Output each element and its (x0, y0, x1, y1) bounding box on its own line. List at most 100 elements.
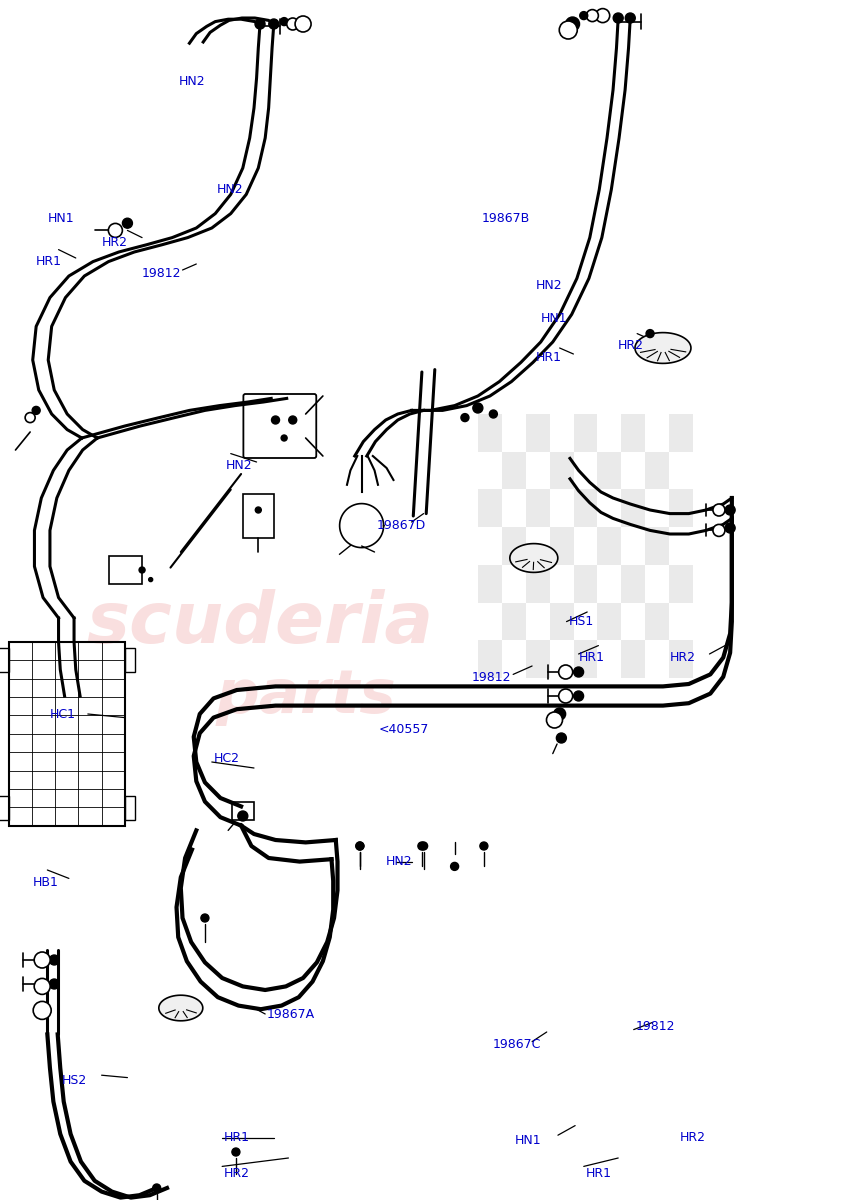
Circle shape (287, 18, 299, 30)
Bar (9, 642, 125, 826)
Circle shape (34, 978, 50, 995)
Circle shape (573, 667, 584, 677)
Circle shape (152, 1184, 161, 1192)
Text: HR2: HR2 (224, 1168, 250, 1180)
Text: 19867C: 19867C (492, 1038, 541, 1050)
Text: HR2: HR2 (618, 340, 644, 352)
Circle shape (201, 914, 209, 922)
Bar (669, 565, 693, 602)
Bar (125, 796, 135, 820)
Text: HR1: HR1 (224, 1132, 250, 1144)
Text: HS1: HS1 (568, 616, 593, 628)
Text: 19812: 19812 (142, 268, 182, 280)
Bar (526, 490, 549, 527)
Circle shape (32, 407, 40, 414)
Circle shape (419, 842, 428, 850)
Text: <40557: <40557 (379, 724, 430, 736)
Circle shape (489, 410, 498, 418)
Bar (622, 414, 645, 451)
Circle shape (586, 10, 598, 22)
Text: HR2: HR2 (670, 652, 696, 664)
Circle shape (725, 505, 735, 515)
Circle shape (25, 413, 35, 422)
Bar (243, 494, 274, 538)
Circle shape (418, 842, 426, 850)
Circle shape (255, 19, 265, 29)
Text: HB1: HB1 (33, 876, 59, 888)
Circle shape (256, 506, 261, 514)
Text: HR1: HR1 (585, 1168, 611, 1180)
Circle shape (34, 952, 50, 968)
Text: 19812: 19812 (635, 1020, 675, 1032)
Text: 19867B: 19867B (482, 212, 530, 224)
Text: HN2: HN2 (386, 856, 412, 868)
Circle shape (280, 18, 288, 25)
Circle shape (713, 504, 725, 516)
Circle shape (559, 689, 573, 703)
Circle shape (295, 16, 311, 32)
Bar (573, 641, 598, 678)
Text: HR2: HR2 (102, 236, 127, 248)
Circle shape (473, 403, 483, 413)
Circle shape (238, 811, 248, 821)
Bar (573, 565, 598, 602)
Text: HN2: HN2 (226, 460, 252, 472)
Text: HC1: HC1 (50, 708, 76, 720)
Bar (526, 641, 549, 678)
Text: HC2: HC2 (214, 752, 239, 764)
Polygon shape (635, 332, 691, 364)
Bar (598, 602, 622, 641)
Circle shape (725, 523, 735, 533)
Bar (549, 602, 573, 641)
Circle shape (579, 12, 588, 19)
Bar (549, 451, 573, 490)
Bar (645, 527, 669, 565)
Circle shape (547, 712, 562, 728)
Circle shape (271, 416, 280, 424)
Circle shape (559, 665, 573, 679)
Circle shape (596, 8, 610, 23)
Circle shape (461, 414, 469, 421)
Circle shape (49, 955, 59, 965)
Bar (232, 802, 254, 820)
Bar (478, 490, 502, 527)
Text: HN1: HN1 (541, 312, 567, 324)
Circle shape (282, 434, 287, 440)
Circle shape (480, 842, 488, 850)
Text: 19867D: 19867D (377, 520, 426, 532)
Circle shape (232, 1148, 240, 1156)
Text: parts: parts (215, 666, 396, 726)
Circle shape (122, 218, 133, 228)
Text: HR1: HR1 (579, 652, 604, 664)
Bar (478, 641, 502, 678)
Text: HN1: HN1 (515, 1134, 542, 1146)
Bar (125, 648, 135, 672)
Polygon shape (158, 995, 203, 1021)
Bar (502, 451, 526, 490)
Bar (573, 490, 598, 527)
Bar (478, 565, 502, 602)
Circle shape (288, 416, 297, 424)
Bar (502, 527, 526, 565)
Text: 19867A: 19867A (267, 1008, 315, 1020)
Circle shape (560, 20, 577, 38)
Polygon shape (510, 544, 558, 572)
Circle shape (646, 330, 654, 337)
Circle shape (450, 863, 459, 870)
Circle shape (573, 691, 584, 701)
Text: HR2: HR2 (680, 1132, 706, 1144)
Bar (622, 641, 645, 678)
Circle shape (34, 1001, 51, 1020)
Bar (645, 602, 669, 641)
Bar (573, 414, 598, 451)
Text: 19812: 19812 (472, 672, 511, 684)
Bar (669, 641, 693, 678)
Bar (549, 527, 573, 565)
Text: HN1: HN1 (47, 212, 74, 224)
Bar (645, 451, 669, 490)
Text: HN2: HN2 (217, 184, 244, 196)
Bar (526, 565, 549, 602)
Bar (598, 451, 622, 490)
Circle shape (566, 17, 579, 31)
Circle shape (556, 733, 567, 743)
